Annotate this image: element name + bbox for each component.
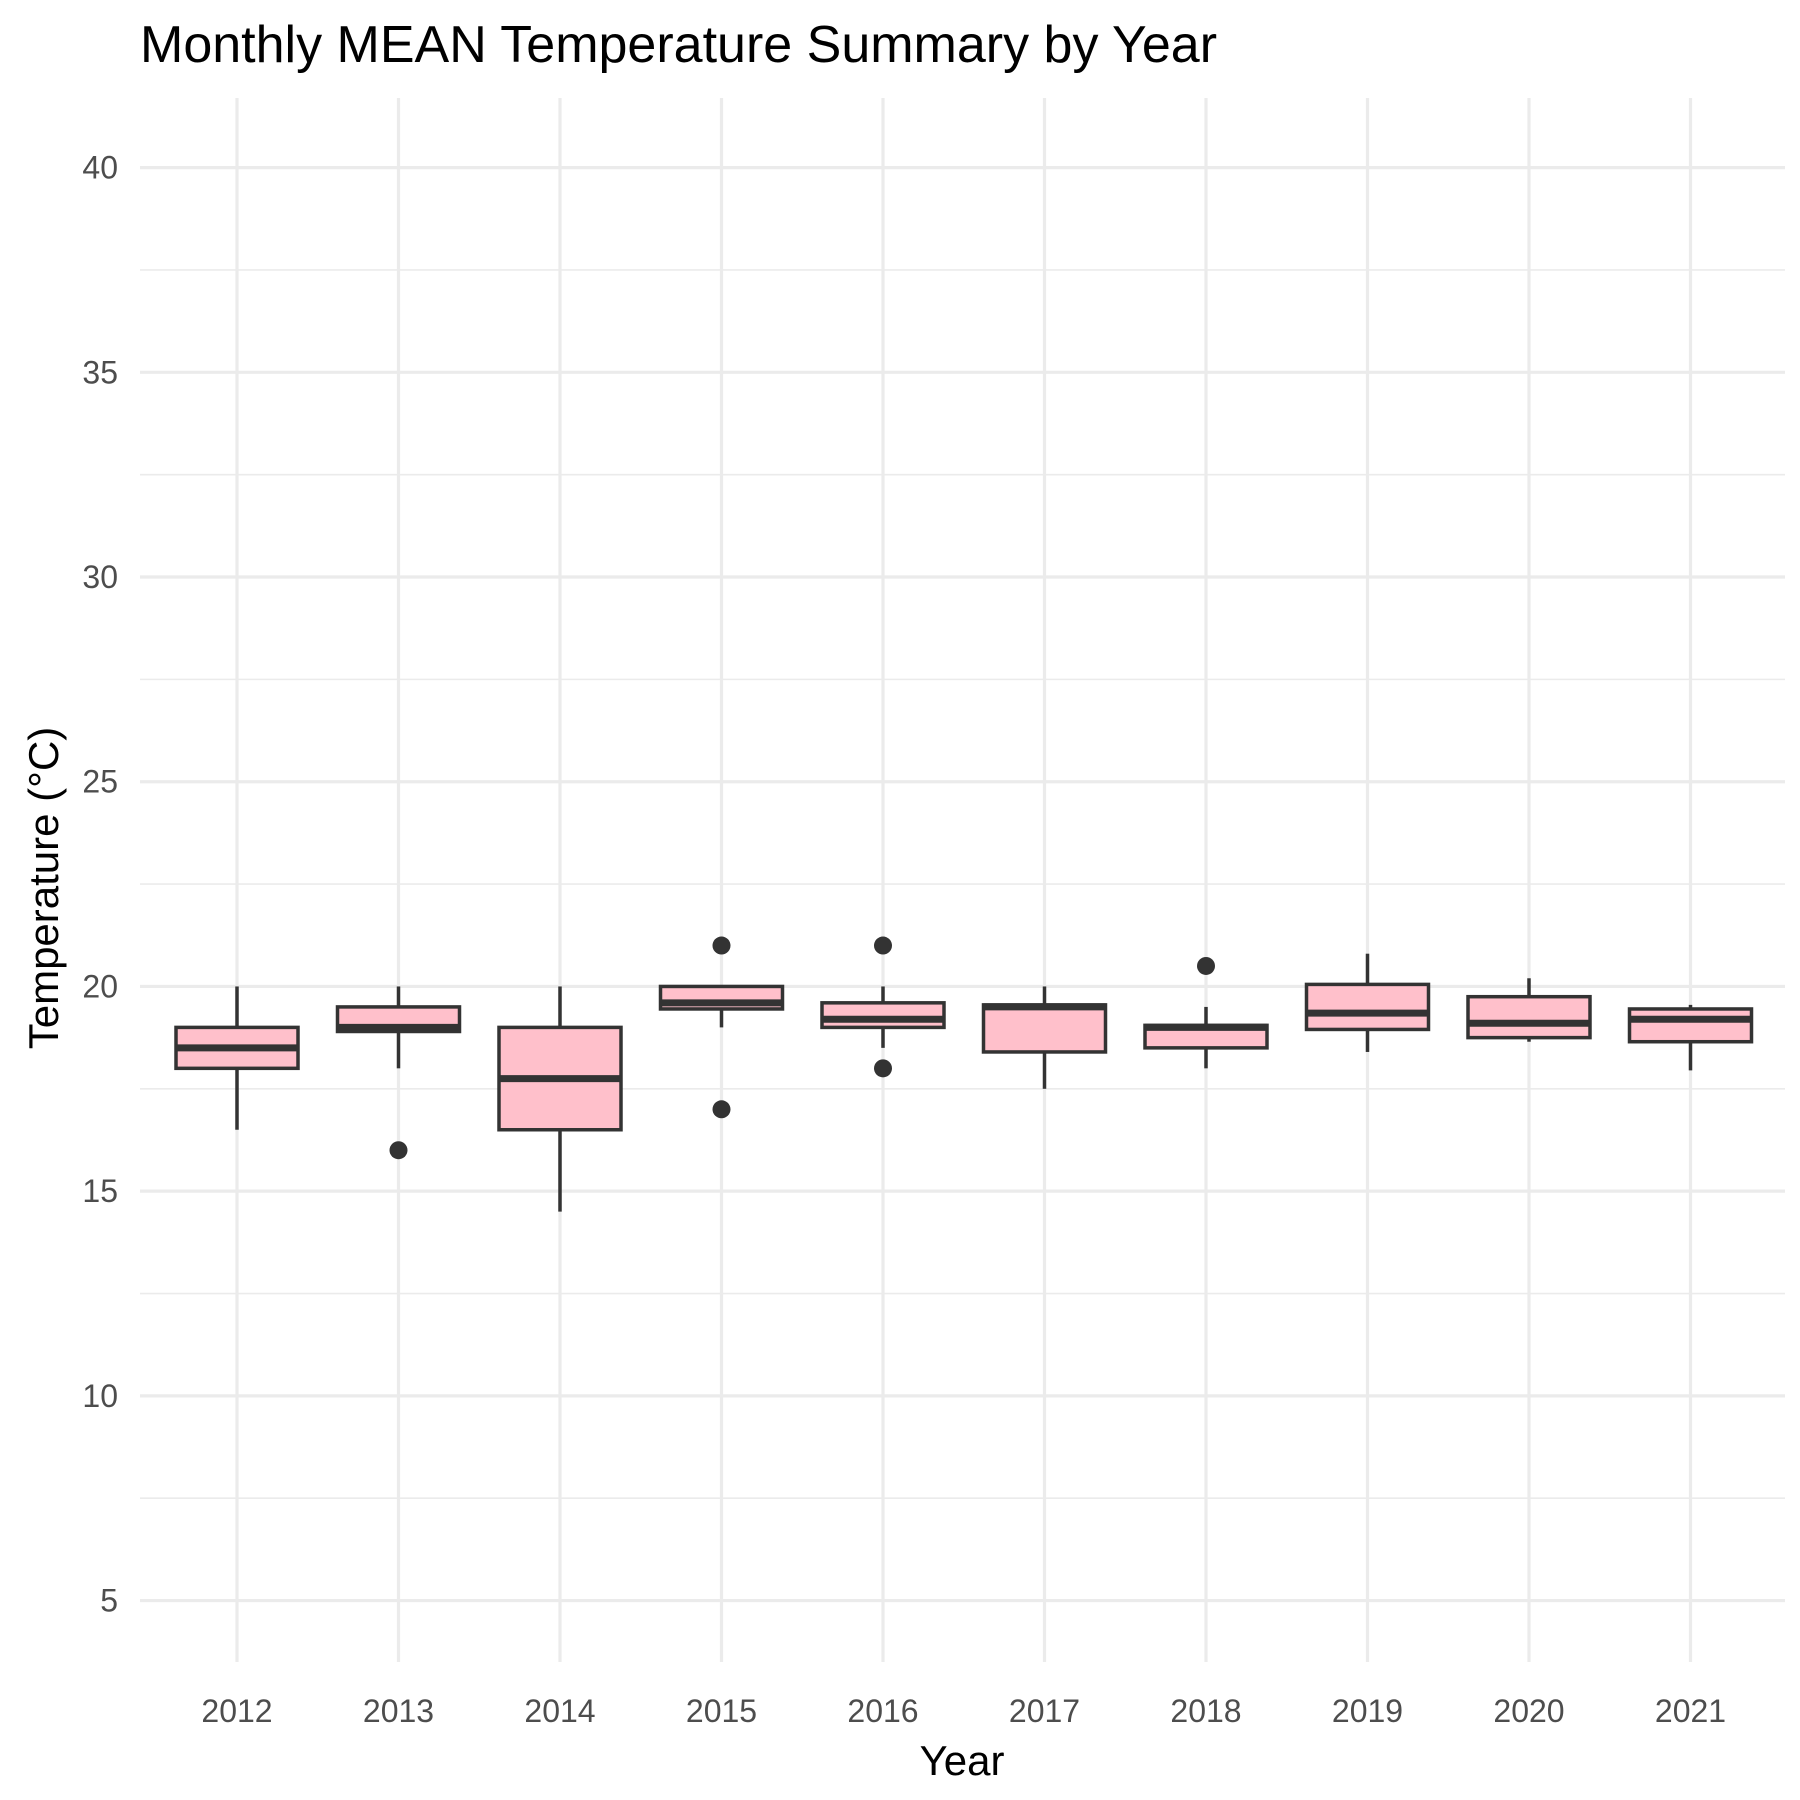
box-2019 xyxy=(1304,953,1431,1052)
box-2018 xyxy=(1143,956,1269,1069)
y-tick-label: 35 xyxy=(82,354,118,390)
box-iqr xyxy=(1466,994,1592,1040)
outlier-point xyxy=(1197,956,1215,975)
x-tick-label: 2016 xyxy=(847,1693,918,1729)
y-tick-label: 40 xyxy=(82,150,118,186)
grid-lines xyxy=(140,98,1785,1662)
y-tick-label: 15 xyxy=(82,1173,118,1209)
x-tick-label: 2020 xyxy=(1493,1693,1564,1729)
y-tick-label: 25 xyxy=(82,764,118,800)
box-2016 xyxy=(820,936,946,1078)
box-2021 xyxy=(1627,1004,1754,1071)
x-tick-label: 2018 xyxy=(1170,1693,1241,1729)
y-tick-label: 20 xyxy=(82,968,118,1004)
x-tick-label: 2013 xyxy=(363,1693,434,1729)
x-tick-label: 2014 xyxy=(524,1693,595,1729)
y-tick-label: 5 xyxy=(100,1583,118,1619)
x-tick-label: 2019 xyxy=(1332,1693,1403,1729)
y-tick-label: 10 xyxy=(82,1378,118,1414)
box-2017 xyxy=(981,986,1108,1089)
chart-title: Monthly MEAN Temperature Summary by Year xyxy=(140,16,1217,74)
y-axis-title: Temperature (°C) xyxy=(20,727,67,1050)
box-2015 xyxy=(658,936,785,1119)
box-series xyxy=(174,936,1754,1212)
outlier-point xyxy=(389,1141,408,1160)
x-tick-label: 2012 xyxy=(201,1693,272,1729)
x-axis-title: Year xyxy=(920,1737,1005,1784)
box-2013 xyxy=(335,986,462,1160)
x-tick-label: 2017 xyxy=(1009,1693,1080,1729)
y-tick-label: 30 xyxy=(82,559,118,595)
box-iqr xyxy=(1627,1007,1754,1044)
outlier-point xyxy=(712,936,731,955)
box-iqr xyxy=(981,1003,1108,1054)
box-iqr xyxy=(1304,982,1431,1032)
box-2020 xyxy=(1466,978,1592,1042)
x-axis-ticks: 2012 2013 2014 2015 2016 2017 2018 2019 2020 2021 xyxy=(201,1693,1726,1729)
box-2014 xyxy=(497,986,623,1212)
outlier-point xyxy=(712,1100,731,1119)
y-axis-ticks: 5 10 15 20 25 30 35 40 xyxy=(82,150,118,1619)
x-tick-label: 2021 xyxy=(1655,1693,1726,1729)
x-tick-label: 2015 xyxy=(686,1693,757,1729)
outlier-point xyxy=(874,1059,892,1078)
box-2012 xyxy=(174,986,300,1130)
box-iqr xyxy=(820,1001,946,1030)
outlier-point xyxy=(874,936,892,955)
